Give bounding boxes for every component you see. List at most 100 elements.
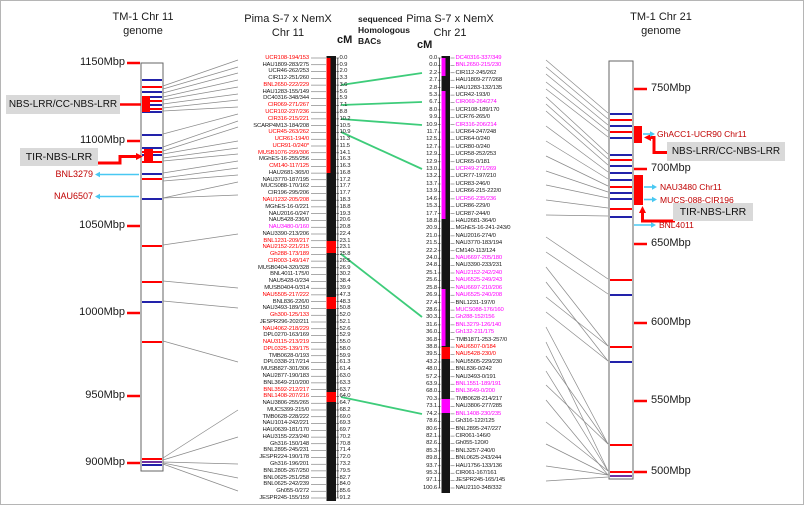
left-scale-label: 1100Mbp bbox=[79, 134, 125, 146]
chr11-marker-cm: 58.0 bbox=[339, 345, 351, 352]
right-chromosome-band bbox=[610, 444, 632, 446]
chr11-marker-cm: 23.1 bbox=[339, 244, 351, 251]
chr11-marker-cm: 64.0 bbox=[339, 393, 351, 400]
right-chromosome-band bbox=[610, 113, 632, 115]
chr11-marker-label: Gh288-173/189 bbox=[270, 251, 309, 258]
left-chromosome-band bbox=[142, 198, 162, 200]
left-homology-line bbox=[162, 72, 239, 94]
chr11-marker-label: BNL0625-242/239 bbox=[263, 481, 309, 488]
chr21-marker-cm: 2.8 bbox=[429, 84, 437, 91]
left-chromosome-band bbox=[142, 301, 162, 303]
homologous-bac-line bbox=[340, 118, 423, 126]
right-homology-line bbox=[545, 110, 609, 166]
chr11-marker-label: TMB0628-228/222 bbox=[262, 413, 309, 420]
left-homology-line bbox=[162, 147, 239, 159]
chr21-marker-label: BNL836-0/242 bbox=[455, 366, 492, 373]
left-tir-arrowhead bbox=[136, 153, 143, 160]
homologous-bac-line bbox=[340, 131, 423, 170]
chr21-marker-label: NAU2110-348/332 bbox=[455, 484, 502, 491]
chr11-marker-label: HAU1809-283/275 bbox=[262, 61, 309, 68]
chr11-marker-label: UCR108-194/153 bbox=[265, 54, 309, 61]
right-homology-line bbox=[545, 341, 609, 472]
left-chromosome-band bbox=[142, 461, 162, 463]
right-chromosome-band bbox=[610, 361, 632, 363]
left-genome-title-line1: TM-1 Chr 11 bbox=[112, 11, 174, 23]
chr11-marker-label: NAU3493-189/150 bbox=[262, 305, 309, 312]
chr11-marker-cm: 18.3 bbox=[339, 197, 351, 203]
chr21-marker-cm: 73.1 bbox=[426, 403, 437, 410]
right-nbs-lrr-label: NBS-LRR/CC-NBS-LRR bbox=[667, 142, 785, 161]
chr21-marker-label: BNL3649-0/200 bbox=[455, 388, 495, 395]
chr21-marker-label: HAU1283-132/135 bbox=[455, 84, 503, 91]
chr11-cm-header: cM bbox=[337, 34, 353, 46]
chr11-marker-label: BNL836-226/0 bbox=[272, 298, 309, 305]
left-nbs-cluster-rect bbox=[142, 96, 150, 112]
chr11-marker-label: BNL1408-207/216 bbox=[263, 393, 309, 400]
right-homology-line bbox=[545, 103, 609, 160]
chr11-marker-cm: 16.3 bbox=[339, 156, 351, 163]
chr21-marker-cm: 100.6 bbox=[423, 484, 437, 491]
chr21-marker-label: CIR061-167/161 bbox=[455, 470, 497, 476]
chr21-marker-label: BNL1551-189/191 bbox=[455, 381, 502, 387]
chr21-marker-label: Gh288-152/156 bbox=[455, 314, 495, 321]
chr11-marker-cm: 52.6 bbox=[339, 325, 351, 332]
left-nbs-lrr-label: NBS-LRR/CC-NBS-LRR bbox=[6, 95, 120, 114]
chr11-marker-cm: 3.3 bbox=[339, 75, 348, 82]
left-chromosome-band bbox=[142, 281, 162, 283]
chr11-marker-cm: 16.3 bbox=[339, 163, 351, 170]
left-chromosome-band bbox=[142, 100, 162, 102]
chr11-marker-label: BNL3649-210/200 bbox=[263, 379, 309, 386]
right-chromosome-band bbox=[610, 179, 632, 181]
ghacc1-arrow-head bbox=[650, 131, 655, 137]
chr11-marker-label: Gh316-150/148 bbox=[270, 440, 309, 447]
right-chromosome-band bbox=[610, 131, 632, 133]
left-chromosome-band bbox=[142, 86, 162, 88]
chr11-marker-cm: 59.9 bbox=[339, 352, 351, 359]
chr11-marker-label: UCR46-262/253 bbox=[268, 68, 309, 75]
chr11-bar-red-segment bbox=[326, 241, 336, 253]
bnl3279-label: BNL3279 bbox=[55, 169, 93, 179]
left-homology-line bbox=[162, 300, 239, 309]
chr21-linkage-bar bbox=[441, 56, 450, 493]
chr21-marker-cm: 12.5 bbox=[426, 136, 437, 143]
chr11-marker-cm: 10.2 bbox=[339, 115, 351, 122]
right-chromosome-band bbox=[610, 165, 632, 167]
left-genome-title: TM-1 Chr 11 genome bbox=[83, 10, 203, 38]
chr21-marker-label: UCR64-247/248 bbox=[455, 128, 497, 135]
right-homology-line bbox=[545, 236, 609, 280]
chr11-marker-label: HAU1283-155/149 bbox=[262, 88, 309, 95]
chr21-marker-cm: 12.9 bbox=[426, 151, 437, 158]
chr21-marker-label: UCR76-265/0 bbox=[455, 114, 491, 121]
right-nbs-arrow bbox=[650, 136, 667, 154]
left-chromosome-band bbox=[142, 104, 162, 106]
chr11-marker-label: NAU1014-242/221 bbox=[262, 420, 309, 427]
chr11-marker-label: BNL2650-222/229 bbox=[263, 81, 309, 88]
chr21-marker-label: TMB1871-253-257/0 bbox=[455, 336, 508, 343]
right-nbs-arrowhead bbox=[644, 134, 651, 141]
right-chromosome-band bbox=[610, 208, 632, 210]
chr11-marker-cm: 71.4 bbox=[339, 447, 351, 454]
chr21-marker-label: CIR112-245/262 bbox=[455, 69, 497, 76]
chr11-marker-cm: 48.3 bbox=[339, 298, 351, 305]
chr11-title-line1: Pima S-7 x NemX bbox=[244, 13, 332, 25]
chr11-marker-cm: 30.2 bbox=[339, 271, 351, 278]
right-scale-label: 600Mbp bbox=[651, 316, 691, 328]
chr11-marker-label: MUCS088-170/162 bbox=[260, 183, 309, 190]
chr21-marker-cm: 28.6 bbox=[426, 306, 437, 313]
left-homology-line bbox=[162, 181, 239, 199]
chr21-marker-cm: 36.8 bbox=[426, 336, 437, 343]
chr21-marker-label: NAU3770-183/194 bbox=[455, 240, 503, 247]
chr11-marker-label: BNL3592-212/217 bbox=[263, 386, 309, 393]
left-homology-line bbox=[162, 99, 239, 109]
chr21-marker-cm: 48.0 bbox=[426, 366, 437, 373]
right-homology-line bbox=[545, 66, 609, 120]
chr11-marker-cm: 52.0 bbox=[339, 312, 351, 318]
chr21-marker-cm: 5.3 bbox=[429, 91, 437, 98]
chr21-marker-cm: 93.7 bbox=[426, 462, 437, 469]
chr21-marker-cm: 22.2 bbox=[426, 247, 437, 254]
green-note-line3: BACs bbox=[358, 36, 382, 46]
chr21-marker-cm: 24.8 bbox=[426, 262, 437, 269]
chr11-marker-cm: 70.2 bbox=[339, 433, 351, 440]
chr21-marker-label: NAU2016-274/0 bbox=[455, 232, 496, 239]
